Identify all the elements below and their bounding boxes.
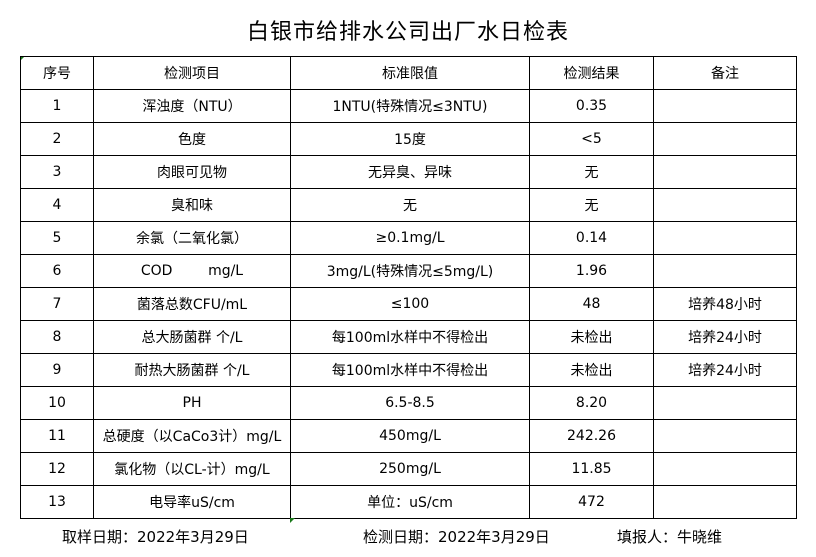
test-item: 耐热大肠菌群 个/L [93, 353, 291, 387]
test-item: 总大肠菌群 个/L [93, 320, 291, 354]
remark [653, 89, 797, 123]
test-result: 0.35 [529, 89, 654, 123]
remark [653, 221, 797, 255]
table-row: 4 臭和味无无 [20, 188, 797, 222]
test-item: 总硬度（以CaCo3计）mg/L [93, 419, 291, 453]
remark [653, 386, 797, 420]
test-result: 1.96 [529, 254, 654, 288]
row-number: 7 [20, 287, 94, 321]
row-number: 5 [20, 221, 94, 255]
row-number: 6 [20, 254, 94, 288]
remark [653, 254, 797, 288]
table-row: 7 菌落总数CFU/mL ≤100 48 培养48小时 [20, 287, 797, 321]
column-header: 备注 [653, 56, 797, 90]
remark [653, 188, 797, 222]
remark: 培养48小时 [653, 287, 797, 321]
row-number: 12 [20, 452, 94, 486]
table-row: 10 PH 6.5-8.5 8.20 [20, 386, 797, 420]
reporter: 填报人：牛晓维 [617, 528, 723, 546]
remark [653, 419, 797, 453]
remark [653, 155, 797, 189]
standard-limit: 单位：uS/cm [290, 485, 530, 519]
standard-limit: 1NTU(特殊情况≤3NTU) [290, 89, 530, 123]
standard-limit: 250mg/L [290, 452, 530, 486]
standard-limit: 无 [290, 188, 530, 222]
row-number: 11 [20, 419, 94, 453]
table-row: 3 肉眼可见物 无异臭、异味无 [20, 155, 797, 189]
remark [653, 452, 797, 486]
remark: 培养24小时 [653, 320, 797, 354]
table-row: 9 耐热大肠菌群 个/L 每100ml水样中不得检出 未检出 培养24小时 [20, 353, 797, 387]
test-result: 11.85 [529, 452, 654, 486]
column-header: 检测项目 [93, 56, 291, 90]
sampling-date: 取样日期：2022年3月29日 [62, 528, 249, 546]
row-number: 1 [20, 89, 94, 123]
standard-limit: 450mg/L [290, 419, 530, 453]
row-number: 10 [20, 386, 94, 420]
standard-limit: ≤100 [290, 287, 530, 321]
standard-limit: 每100ml水样中不得检出 [290, 320, 530, 354]
cell-marker [290, 518, 295, 523]
column-header: 序号 [20, 56, 94, 90]
remark: 培养24小时 [653, 353, 797, 387]
table-row: 13 电导率uS/cm 单位：uS/cm 472 [20, 485, 797, 519]
table-row: 8 总大肠菌群 个/L 每100ml水样中不得检出 未检出 培养24小时 [20, 320, 797, 354]
test-result: 未检出 [529, 353, 654, 387]
test-item: PH [93, 386, 291, 420]
test-item: COD mg/L [93, 254, 291, 288]
standard-limit: 每100ml水样中不得检出 [290, 353, 530, 387]
test-result: 未检出 [529, 320, 654, 354]
row-number: 13 [20, 485, 94, 519]
row-number: 4 [20, 188, 94, 222]
test-item: 臭和味 [93, 188, 291, 222]
table-row: 2 色度 15度 <5 [20, 122, 797, 156]
table-row: 12 氯化物（以CL-计）mg/L 250mg/L 11.85 [20, 452, 797, 486]
test-item: 菌落总数CFU/mL [93, 287, 291, 321]
column-header: 检测结果 [529, 56, 654, 90]
test-result: 472 [529, 485, 654, 519]
test-result: 48 [529, 287, 654, 321]
standard-limit: 15度 [290, 122, 530, 156]
inspection-table: 序号 检测项目 标准限值 检测结果 备注 1 浑浊度（NTU） 1NTU(特殊情况≤… [20, 56, 797, 519]
test-result: 无 [529, 188, 654, 222]
test-item: 氯化物（以CL-计）mg/L [93, 452, 291, 486]
page-title: 白银市给排水公司出厂水日检表 [246, 20, 569, 45]
table-row: 5 余氯（二氧化氯） ≥0.1mg/L 0.14 [20, 221, 797, 255]
table-row: 6 COD mg/L 3mg/L(特殊情况≤5mg/L) 1.96 [20, 254, 797, 288]
row-number: 9 [20, 353, 94, 387]
row-number: 3 [20, 155, 94, 189]
standard-limit: ≥0.1mg/L [290, 221, 530, 255]
row-number: 2 [20, 122, 94, 156]
test-item: 余氯（二氧化氯） [93, 221, 291, 255]
test-date: 检测日期：2022年3月29日 [363, 528, 550, 546]
test-result: 无 [529, 155, 654, 189]
row-number: 8 [20, 320, 94, 354]
remark [653, 485, 797, 519]
table-header: 序号 检测项目 标准限值 检测结果 备注 [20, 56, 797, 90]
remark [653, 122, 797, 156]
standard-limit: 3mg/L(特殊情况≤5mg/L) [290, 254, 530, 288]
test-item: 浑浊度（NTU） [93, 89, 291, 123]
test-item: 电导率uS/cm [93, 485, 291, 519]
test-result: <5 [529, 122, 654, 156]
test-result: 0.14 [529, 221, 654, 255]
test-result: 8.20 [529, 386, 654, 420]
test-item: 色度 [93, 122, 291, 156]
column-header: 标准限值 [290, 56, 530, 90]
standard-limit: 无异臭、异味 [290, 155, 530, 189]
table-row: 11 总硬度（以CaCo3计）mg/L 450mg/L 242.26 [20, 419, 797, 453]
test-item: 肉眼可见物 [93, 155, 291, 189]
standard-limit: 6.5-8.5 [290, 386, 530, 420]
test-result: 242.26 [529, 419, 654, 453]
table-row: 1 浑浊度（NTU） 1NTU(特殊情况≤3NTU) 0.35 [20, 89, 797, 123]
